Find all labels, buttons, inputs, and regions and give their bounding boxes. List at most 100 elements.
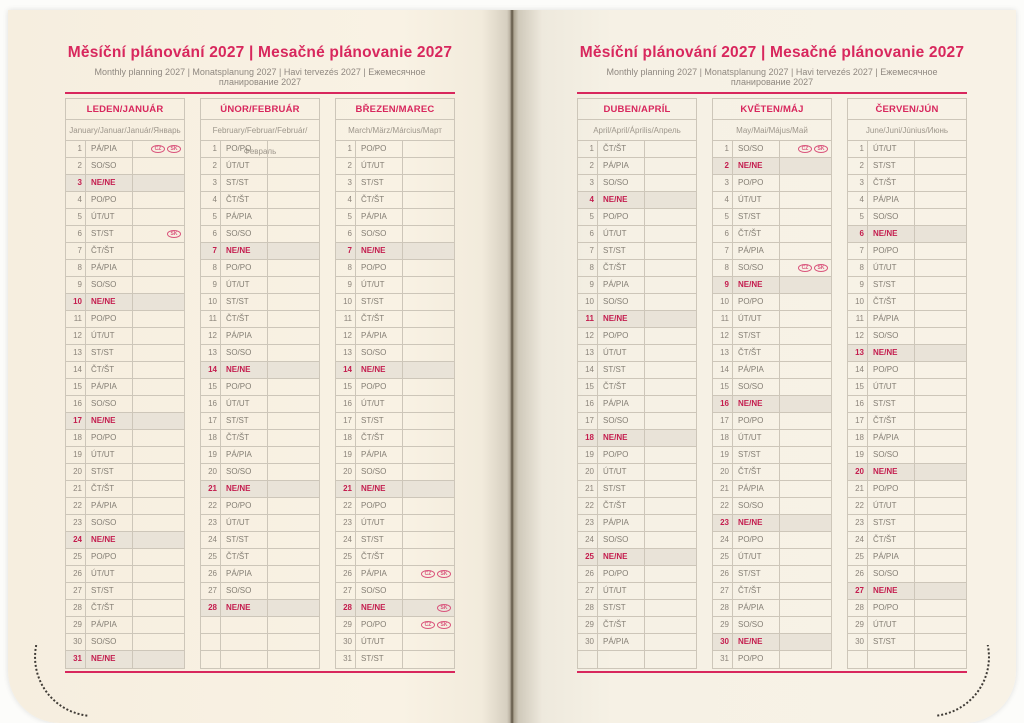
notes-cell [644, 141, 696, 157]
day-name: ČT/ŠT [355, 430, 402, 446]
day-row: 29 ÚT/UT [848, 617, 966, 634]
sk-holiday-badge: SK [167, 230, 181, 238]
day-name: ST/ST [867, 396, 914, 412]
notes-cell [132, 328, 184, 344]
day-row: 18 PÁ/PIA [848, 430, 966, 447]
day-row-sunday: 9 NE/NE [713, 277, 831, 294]
day-name: ČT/ŠT [597, 498, 644, 514]
day-name: ČT/ŠT [85, 481, 132, 497]
day-name: ST/ST [867, 158, 914, 174]
day-name: PO/PO [355, 260, 402, 276]
day-number: 31 [343, 654, 352, 663]
day-row: 30 ST/ST [848, 634, 966, 651]
day-number: 1 [859, 144, 864, 153]
day-number: 25 [585, 552, 594, 561]
day-row: 22 ČT/ŠT [578, 498, 696, 515]
month-table-january: LEDEN/JANUÁR January/Januar/Január/Январь… [65, 98, 185, 669]
notes-cell [402, 430, 454, 446]
day-number: 6 [724, 229, 729, 238]
notes-cell [132, 651, 184, 668]
day-number: 12 [343, 331, 352, 340]
day-name: PO/PO [85, 549, 132, 565]
day-row: 26 PÁ/PIA CZ SK [336, 566, 454, 583]
day-number: 20 [208, 467, 217, 476]
notes-cell [402, 175, 454, 191]
notes-cell [914, 532, 966, 548]
day-name: PÁ/PIA [85, 260, 132, 276]
notes-cell [779, 600, 831, 616]
notes-cell: CZ SK [779, 141, 831, 157]
day-row: 30 SO/SO [66, 634, 184, 651]
day-name: PÁ/PIA [355, 566, 402, 582]
notes-cell [644, 396, 696, 412]
notes-cell [267, 600, 319, 616]
day-number: 4 [859, 195, 864, 204]
day-number: 11 [720, 314, 729, 323]
day-number: 26 [208, 569, 217, 578]
day-number: 7 [589, 246, 594, 255]
perforation-corner-right [936, 645, 1016, 723]
day-row: 24 SO/SO [578, 532, 696, 549]
day-row: 31 PO/PO [713, 651, 831, 668]
notes-cell [267, 260, 319, 276]
day-name: ČT/ŠT [220, 311, 267, 327]
day-row: 2 ÚT/UT [336, 158, 454, 175]
notes-cell [132, 566, 184, 582]
day-name: SO/SO [732, 260, 779, 276]
day-name: NE/NE [355, 481, 402, 497]
notes-cell [402, 498, 454, 514]
day-number: 11 [585, 314, 594, 323]
day-name: PÁ/PIA [732, 362, 779, 378]
day-row: 15 SO/SO [713, 379, 831, 396]
notes-cell [267, 141, 319, 157]
day-row: 26 PÁ/PIA [201, 566, 319, 583]
day-number: 14 [855, 365, 864, 374]
day-name: PÁ/PIA [732, 481, 779, 497]
day-number: 4 [347, 195, 352, 204]
notes-cell [402, 464, 454, 480]
month-header: ÚNOR/FEBRUÁR [201, 99, 319, 120]
day-row: 15 ČT/ŠT [578, 379, 696, 396]
day-number: 16 [855, 399, 864, 408]
day-number: 21 [855, 484, 864, 493]
day-row: 8 SO/SO CZ SK [713, 260, 831, 277]
day-name: PÁ/PIA [355, 328, 402, 344]
day-number: 11 [73, 314, 82, 323]
day-name: ČT/ŠT [732, 345, 779, 361]
day-number [848, 651, 867, 668]
day-row: 5 PÁ/PIA [336, 209, 454, 226]
day-number: 12 [720, 331, 729, 340]
day-row: 19 ÚT/UT [66, 447, 184, 464]
day-number: 22 [208, 501, 217, 510]
day-name: ST/ST [355, 175, 402, 191]
day-row: 11 PO/PO [66, 311, 184, 328]
notes-cell [644, 277, 696, 293]
dotted-perforation-arc [34, 645, 88, 717]
notes-cell [132, 464, 184, 480]
day-number: 29 [855, 620, 864, 629]
notes-cell [132, 158, 184, 174]
day-name: NE/NE [85, 532, 132, 548]
day-name: ČT/ŠT [867, 294, 914, 310]
notes-cell: CZ SK [132, 141, 184, 157]
notes-cell [132, 345, 184, 361]
day-name: ČT/ŠT [597, 617, 644, 633]
day-number: 10 [720, 297, 729, 306]
day-number: 15 [585, 382, 594, 391]
day-name: ÚT/UT [85, 447, 132, 463]
day-name: ÚT/UT [732, 430, 779, 446]
day-name: ST/ST [220, 413, 267, 429]
notes-cell [132, 447, 184, 463]
day-row: 16 PÁ/PIA [578, 396, 696, 413]
day-name: ÚT/UT [732, 192, 779, 208]
day-name: ST/ST [867, 515, 914, 531]
month-header: ČERVEN/JÚN [848, 99, 966, 120]
day-number: 27 [73, 586, 82, 595]
notes-cell [644, 158, 696, 174]
notes-cell [402, 532, 454, 548]
day-number: 21 [720, 484, 729, 493]
day-row: 5 ÚT/UT [66, 209, 184, 226]
notes-cell [779, 549, 831, 565]
notes-cell [132, 549, 184, 565]
day-row: 14 ČT/ŠT [66, 362, 184, 379]
